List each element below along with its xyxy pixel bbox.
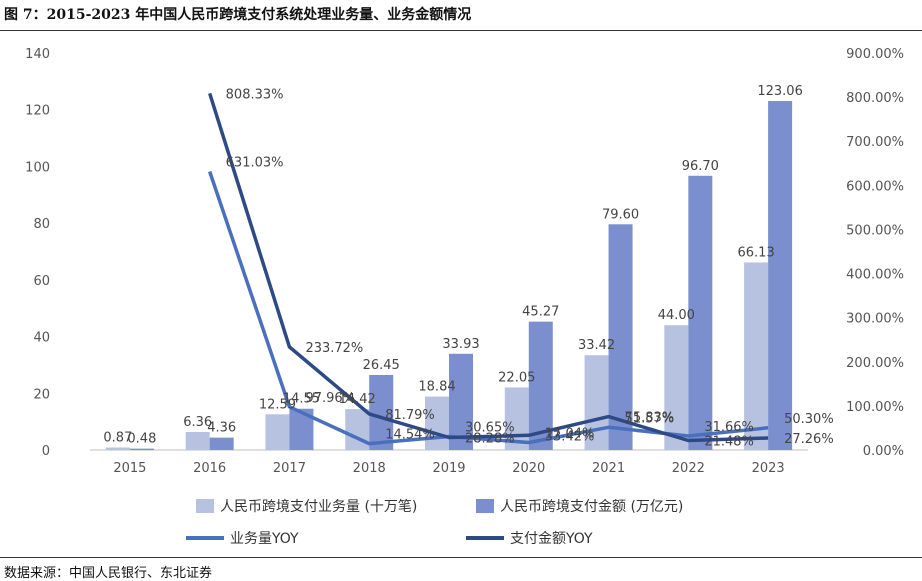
bar-data-label: 26.45 <box>363 358 400 373</box>
x-tick-label: 2023 <box>752 461 785 476</box>
line-amount-yoy <box>208 92 769 443</box>
x-tick-label: 2016 <box>193 461 226 476</box>
y2-tick-label: 500.00% <box>846 223 904 238</box>
top-rule <box>0 30 922 31</box>
x-tick-label: 2018 <box>353 461 386 476</box>
bar-amount <box>369 374 394 450</box>
line-data-label: 21.48% <box>704 435 754 450</box>
line-data-label: 51.57% <box>625 411 675 426</box>
line-data-label: 31.66% <box>704 420 754 435</box>
bar-data-label: 0.48 <box>127 432 156 447</box>
bar-volume <box>265 414 290 450</box>
y-tick-label: 20 <box>33 387 50 402</box>
bar-amount <box>129 448 154 450</box>
y-tick-label: 40 <box>33 331 50 346</box>
line-data-label: 631.03% <box>226 156 284 171</box>
y-tick-label: 140 <box>25 47 50 62</box>
y-tick-label: 80 <box>33 217 50 232</box>
bar-data-label: 66.13 <box>738 245 775 260</box>
bar-data-label: 0.87 <box>103 431 132 446</box>
line-data-label: 33.42% <box>545 429 595 444</box>
legend-swatch <box>196 499 214 513</box>
y-tick-label: 0 <box>42 444 50 459</box>
line-data-label: 27.26% <box>784 432 834 447</box>
y2-tick-label: 700.00% <box>846 135 904 150</box>
line-data-label: 17.04% <box>545 426 595 441</box>
line-data-label: 50.30% <box>784 412 834 427</box>
bar-data-label: 79.60 <box>602 207 639 222</box>
line-data-label: 97.96% <box>305 391 355 406</box>
y2-tick-label: 600.00% <box>846 179 904 194</box>
legend-label: 人民币跨境支付业务量 (十万笔) <box>220 499 417 515</box>
y2-tick-label: 900.00% <box>846 47 904 62</box>
y2-tick-label: 400.00% <box>846 268 904 283</box>
legend-label: 支付金额YOY <box>510 531 593 547</box>
y2-tick-label: 800.00% <box>846 91 904 106</box>
bar-data-label: 123.06 <box>757 84 803 99</box>
x-tick-label: 2015 <box>113 461 146 476</box>
bar-data-label: 33.93 <box>442 337 479 352</box>
x-tick-label: 2022 <box>672 461 705 476</box>
x-tick-label: 2017 <box>273 461 306 476</box>
legend-label: 业务量YOY <box>230 531 299 547</box>
line-series <box>208 92 769 446</box>
bar-volume <box>584 355 609 450</box>
bar-data-label: 44.00 <box>658 308 695 323</box>
y2-tick-label: 100.00% <box>846 400 904 415</box>
bar-data-label: 12.59 <box>259 397 296 412</box>
bar-data-label: 6.36 <box>183 415 212 430</box>
bar-amount <box>209 437 234 450</box>
bar-volume <box>105 447 130 450</box>
line-data-label: 14.54% <box>385 428 435 443</box>
bottom-rule <box>0 557 922 558</box>
bar-amount <box>449 353 473 450</box>
y2-tick-label: 300.00% <box>846 312 904 327</box>
chart-title: 图 7：2015-2023 年中国人民币跨境支付系统处理业务量、业务金额情况 <box>4 7 472 23</box>
data-labels: 0.87 6.36 12.59 14.42 18.84 22.05 33.42 44.00 66… <box>103 84 833 449</box>
bar-data-label: 14.42 <box>339 392 376 407</box>
bar-data-label: 96.70 <box>682 159 719 174</box>
bar-amount <box>528 321 553 450</box>
x-tick-label: 2021 <box>592 461 625 476</box>
combo-chart: 0.87 6.36 12.59 14.42 18.84 22.05 33.42 44.00 66… <box>25 47 904 547</box>
bar-data-label: 45.27 <box>522 305 559 320</box>
bar-data-label: 22.05 <box>498 370 535 385</box>
line-data-label: 28.28% <box>465 432 515 447</box>
bar-volume <box>185 431 210 450</box>
legend: 人民币跨境支付业务量 (十万笔) 人民币跨境支付金额 (万亿元) 业务量YOY 支付金… <box>186 499 683 547</box>
legend-swatch <box>476 499 494 513</box>
line-data-label: 30.65% <box>465 420 515 435</box>
line-data-label: 233.72% <box>305 341 363 356</box>
y2-tick-label: 0.00% <box>863 444 904 459</box>
axes: 0 20 40 60 80 100 120 140 0.00% 100.00% 200.00% 300… <box>25 47 904 476</box>
y-tick-label: 120 <box>25 104 50 119</box>
line-data-label: 81.79% <box>385 408 435 423</box>
bar-volume <box>664 325 689 450</box>
y-tick-label: 60 <box>33 274 50 289</box>
bar-data-label: 14.55 <box>283 392 320 407</box>
y-tick-label: 100 <box>25 160 50 175</box>
line-data-label: 808.33% <box>226 87 284 102</box>
bar-amount <box>688 175 713 450</box>
line-data-label: 75.83% <box>625 411 675 426</box>
bar-volume <box>744 262 769 450</box>
legend-label: 人民币跨境支付金额 (万亿元) <box>500 499 683 515</box>
bar-amount <box>608 224 633 450</box>
bar-series <box>105 101 793 451</box>
bar-amount <box>768 101 793 451</box>
source-note: 数据来源：中国人民银行、东北证券 <box>4 566 213 581</box>
line-volume-yoy <box>208 171 769 446</box>
x-tick-label: 2019 <box>432 461 465 476</box>
bar-data-label: 33.42 <box>578 338 615 353</box>
x-tick-label: 2020 <box>512 461 545 476</box>
y2-tick-label: 200.00% <box>846 356 904 371</box>
bar-volume <box>425 396 449 450</box>
bar-data-label: 18.84 <box>418 380 455 395</box>
bar-data-label: 4.36 <box>207 421 236 436</box>
